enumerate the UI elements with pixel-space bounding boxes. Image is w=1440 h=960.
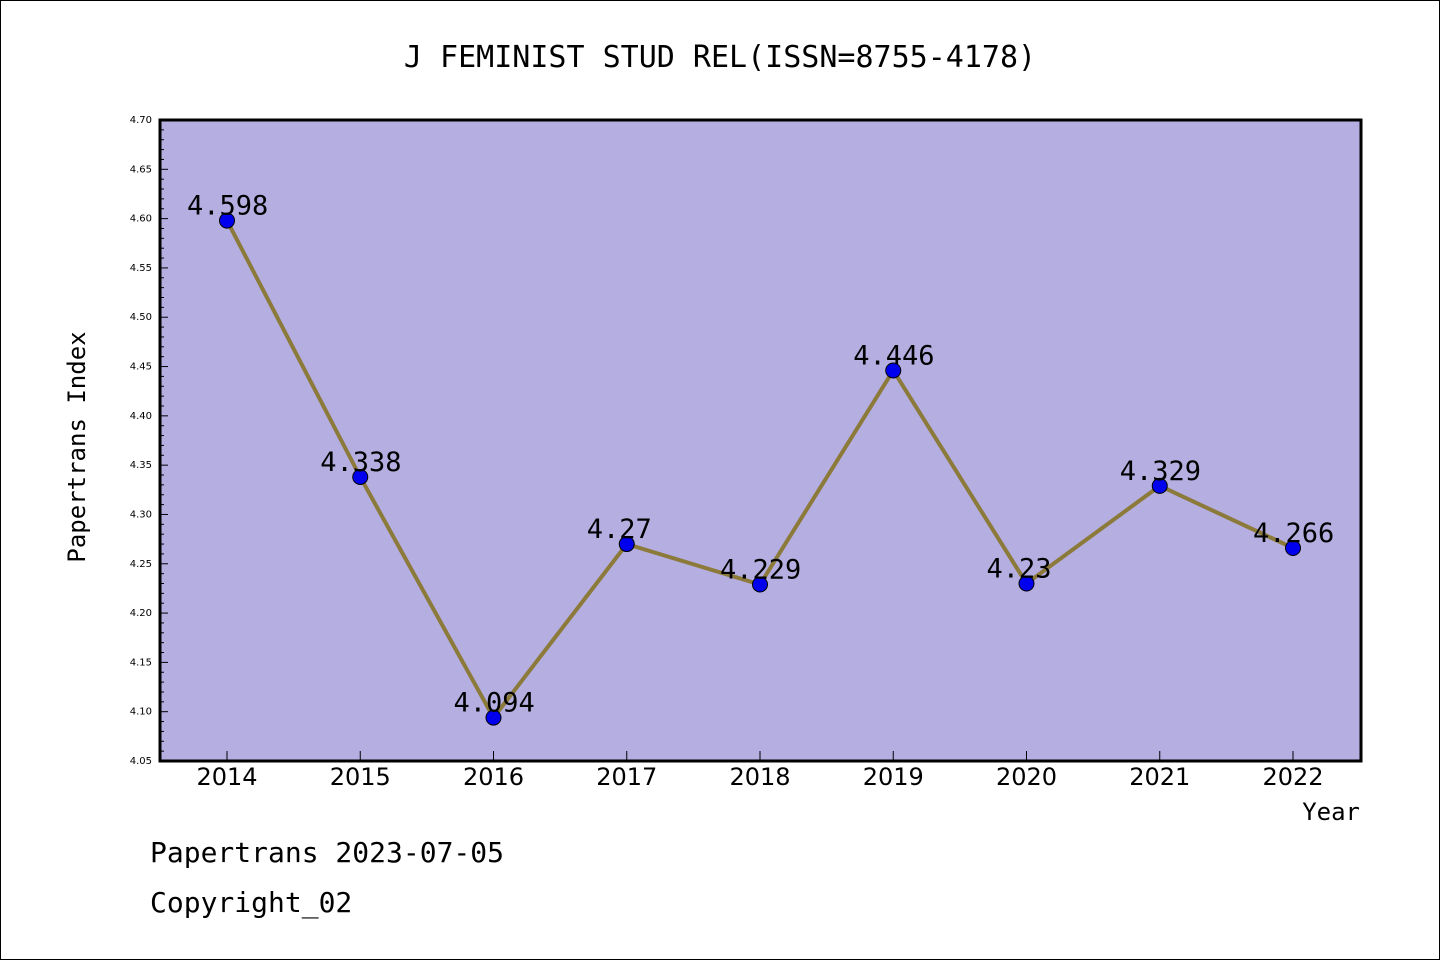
y-tick-label: 4.25 — [130, 559, 152, 570]
data-label: 4.598 — [187, 191, 268, 222]
y-tick-label: 4.70 — [130, 115, 152, 126]
x-tick-label: 2018 — [729, 763, 790, 791]
data-point — [1018, 575, 1035, 592]
data-label: 4.446 — [853, 340, 934, 371]
data-label: 4.229 — [720, 554, 801, 585]
x-tick-label: 2021 — [1129, 763, 1190, 791]
data-point — [618, 536, 635, 553]
x-tick-label: 2020 — [996, 763, 1057, 791]
y-tick-label: 4.05 — [130, 756, 152, 767]
data-point — [485, 709, 502, 726]
data-label: 4.266 — [1253, 518, 1334, 549]
data-label: 4.27 — [587, 514, 652, 545]
footer-copyright: Copyright_02 — [150, 886, 353, 919]
y-tick-label: 4.20 — [130, 608, 152, 619]
x-tick-label: 2019 — [863, 763, 924, 791]
plot-area — [158, 118, 1363, 763]
data-point — [1151, 477, 1168, 494]
y-tick-label: 4.40 — [130, 411, 152, 422]
x-tick-label: 2017 — [596, 763, 657, 791]
y-tick-label: 4.10 — [130, 707, 152, 718]
y-tick-label: 4.65 — [130, 164, 152, 175]
x-tick-label: 2014 — [196, 763, 257, 791]
data-point — [885, 362, 902, 379]
y-tick-label: 4.55 — [130, 263, 152, 274]
data-point — [1285, 539, 1301, 556]
y-tick-label: 4.15 — [130, 657, 152, 668]
data-label: 4.094 — [454, 688, 535, 719]
x-axis-label: Year — [1302, 798, 1360, 826]
y-axis: 4.05 4.10 4.15 4.20 4.25 4.30 4.35 4.40 4.45 4.50… — [130, 115, 168, 767]
data-point — [219, 212, 235, 229]
data-point — [752, 576, 768, 593]
x-tick-label: 2022 — [1262, 763, 1323, 791]
data-label: 4.338 — [320, 447, 401, 478]
data-label: 4.329 — [1120, 456, 1201, 487]
y-tick-label: 4.60 — [130, 214, 152, 225]
y-tick-label: 4.30 — [130, 509, 152, 520]
data-label: 4.23 — [987, 553, 1052, 584]
chart-title: J FEMINIST STUD REL(ISSN=8755-4178) — [404, 40, 1036, 75]
y-tick-label: 4.50 — [130, 312, 152, 323]
footer-date: Papertrans 2023-07-05 — [150, 836, 505, 869]
y-axis-label: Papertrans Index — [63, 331, 91, 562]
y-tick-label: 4.45 — [130, 362, 152, 373]
data-point — [352, 468, 369, 485]
x-tick-label: 2015 — [330, 763, 391, 791]
x-tick-label: 2016 — [463, 763, 524, 791]
x-axis: 2014 2015 2016 2017 2018 2019 2020 2021 2022 — [196, 751, 1324, 791]
y-tick-label: 4.35 — [130, 460, 152, 471]
series-layer: 4.598 4.338 4.094 4.27 4.229 4.446 4.23 4.329 4.… — [187, 191, 1334, 726]
